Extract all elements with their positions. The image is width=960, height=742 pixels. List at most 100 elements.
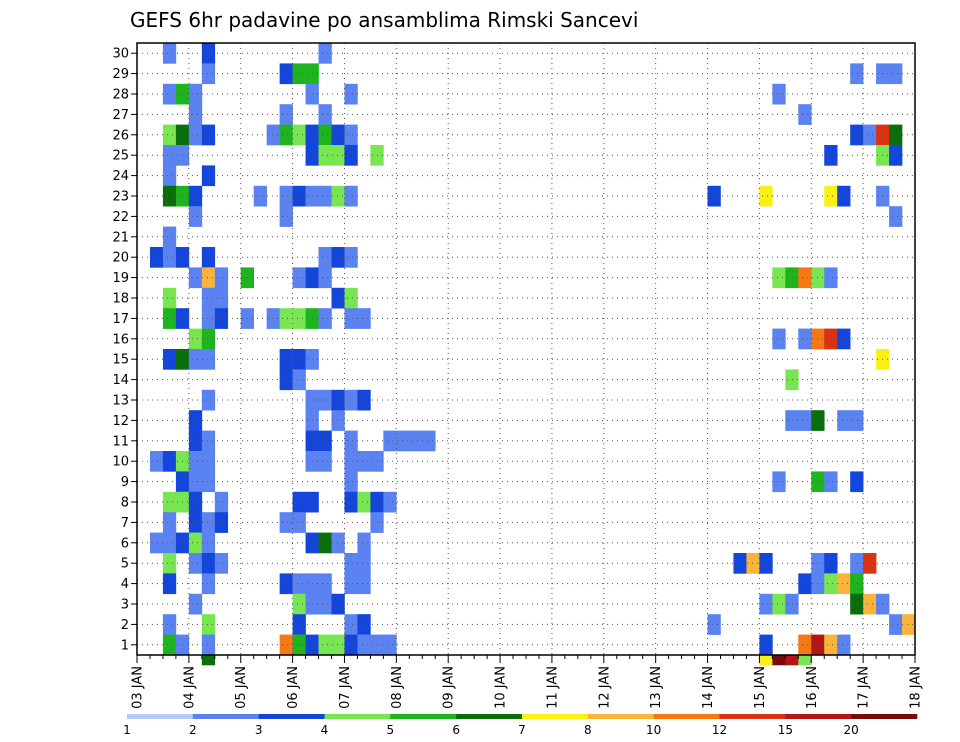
heatmap-cell bbox=[318, 43, 332, 64]
heatmap-cell bbox=[318, 532, 332, 554]
heatmap-cell bbox=[279, 124, 293, 146]
heatmap-cell bbox=[344, 491, 358, 513]
heatmap-cell bbox=[785, 267, 799, 289]
legend-swatch bbox=[653, 714, 720, 719]
heatmap-cell bbox=[149, 451, 164, 472]
heatmap-cell bbox=[344, 614, 358, 635]
heatmap-cell bbox=[201, 63, 216, 85]
x-tick-label: 11 JAN bbox=[545, 666, 560, 709]
heatmap-cell bbox=[759, 634, 773, 656]
heatmap-cell bbox=[331, 145, 345, 166]
heatmap-cell bbox=[279, 369, 293, 391]
heatmap-cell bbox=[357, 308, 371, 329]
heatmap-cell bbox=[344, 308, 358, 329]
heatmap-cell bbox=[759, 593, 773, 615]
legend-label: 1 bbox=[123, 723, 131, 737]
heatmap-cell bbox=[318, 593, 332, 615]
heatmap-cell bbox=[318, 124, 332, 146]
heatmap-cell bbox=[772, 328, 786, 350]
heatmap-cell bbox=[889, 206, 903, 227]
heatmap-cell bbox=[162, 634, 177, 656]
heatmap-cell bbox=[162, 573, 177, 595]
y-tick-label: 22 bbox=[112, 210, 129, 225]
heatmap-cell bbox=[188, 185, 203, 207]
heatmap-cell bbox=[837, 634, 851, 656]
heatmap-cell bbox=[824, 573, 838, 595]
y-tick-label: 5 bbox=[121, 557, 129, 572]
legend-label: 6 bbox=[452, 723, 460, 737]
x-tick-label: 10 JAN bbox=[494, 666, 509, 709]
y-tick-label: 26 bbox=[112, 128, 129, 143]
heatmap-cell bbox=[837, 185, 851, 207]
heatmap-cell bbox=[279, 512, 293, 533]
y-tick-label: 30 bbox=[112, 47, 129, 62]
legend-label: 4 bbox=[321, 723, 329, 737]
heatmap-cell bbox=[798, 655, 812, 666]
y-tick-label: 9 bbox=[121, 475, 129, 490]
legend-label: 2 bbox=[189, 723, 197, 737]
heatmap-cell bbox=[201, 655, 216, 666]
heatmap-cell bbox=[357, 634, 371, 656]
heatmap-cell bbox=[785, 369, 799, 391]
heatmap-cell bbox=[318, 145, 332, 166]
heatmap-cell bbox=[279, 308, 293, 329]
heatmap-cell bbox=[201, 532, 216, 554]
heatmap-cell bbox=[188, 430, 203, 452]
legend-swatch bbox=[324, 714, 391, 719]
heatmap-cell bbox=[772, 655, 786, 666]
heatmap-cell bbox=[201, 512, 216, 533]
heatmap-cell bbox=[162, 83, 177, 105]
heatmap-cell bbox=[318, 247, 332, 268]
heatmap-cell bbox=[318, 634, 332, 656]
heatmap-cell bbox=[279, 206, 293, 227]
legend-label: 20 bbox=[844, 723, 859, 737]
heatmap-cell bbox=[331, 593, 345, 615]
heatmap-cell bbox=[188, 328, 203, 350]
heatmap-cell bbox=[772, 267, 786, 289]
y-tick-label: 8 bbox=[121, 496, 129, 511]
heatmap-cell bbox=[772, 593, 786, 615]
heatmap-cell bbox=[850, 593, 864, 615]
y-tick-label: 10 bbox=[112, 455, 129, 470]
heatmap-cell bbox=[162, 185, 177, 207]
heatmap-cell bbox=[214, 267, 229, 289]
heatmap-cell bbox=[162, 614, 177, 635]
heatmap-cell bbox=[188, 471, 203, 493]
heatmap-cell bbox=[318, 430, 332, 452]
chart-title: GEFS 6hr padavine po ansamblima Rimski S… bbox=[130, 8, 638, 32]
heatmap-cell bbox=[201, 287, 216, 309]
heatmap-cell bbox=[279, 63, 293, 85]
heatmap-cell bbox=[292, 614, 306, 635]
heatmap-cell bbox=[201, 165, 216, 187]
y-tick-label: 29 bbox=[112, 67, 129, 82]
heatmap-cell bbox=[383, 491, 397, 513]
y-tick-label: 19 bbox=[112, 271, 129, 286]
heatmap-cell bbox=[188, 491, 203, 513]
heatmap-cell bbox=[292, 124, 306, 146]
heatmap-cell bbox=[889, 145, 903, 166]
heatmap-cell bbox=[798, 634, 812, 656]
y-tick-label: 11 bbox=[112, 434, 129, 449]
heatmap-cell bbox=[798, 573, 812, 595]
heatmap-cell bbox=[824, 471, 838, 493]
heatmap-cell bbox=[266, 308, 280, 329]
y-tick-label: 27 bbox=[112, 108, 129, 123]
heatmap-cell bbox=[279, 634, 293, 656]
heatmap-cell bbox=[214, 308, 229, 329]
heatmap-cell bbox=[344, 471, 358, 493]
y-tick-label: 4 bbox=[121, 577, 129, 592]
heatmap-cell bbox=[279, 185, 293, 207]
heatmap-cell bbox=[798, 410, 812, 431]
heatmap-cell bbox=[201, 634, 216, 656]
y-tick-label: 13 bbox=[112, 394, 129, 409]
heatmap-cell bbox=[201, 349, 216, 370]
heatmap-cell bbox=[188, 553, 203, 574]
heatmap-cell bbox=[162, 287, 177, 309]
heatmap-cell bbox=[344, 247, 358, 268]
heatmap-cell bbox=[331, 185, 345, 207]
heatmap-cell bbox=[253, 185, 267, 207]
x-tick-label: 18 JAN bbox=[909, 666, 924, 709]
heatmap-cell bbox=[188, 124, 203, 146]
legend-label: 10 bbox=[646, 723, 661, 737]
x-axis-ticks: 03 JAN 04 JAN 05 JAN 06 JAN 07 JAN 08 JAN 09 J… bbox=[131, 655, 924, 709]
